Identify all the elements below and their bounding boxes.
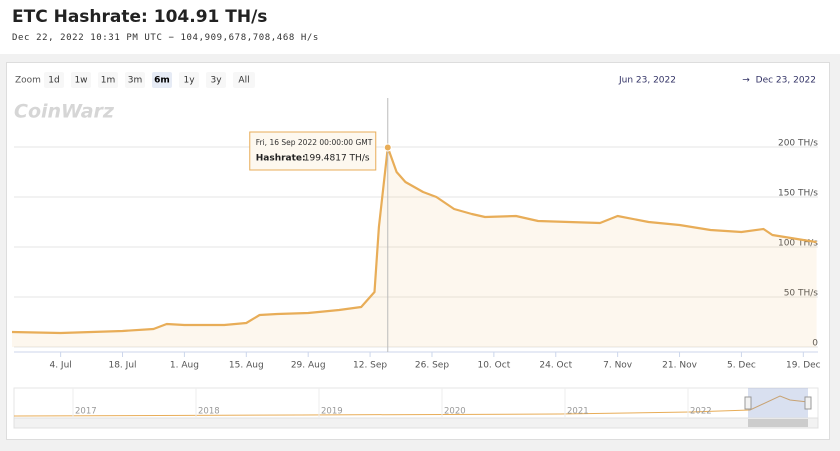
navigator-handle[interactable] [804,396,812,410]
zoom-button-label[interactable]: 6m [154,76,170,86]
zoom-button-label[interactable]: 1d [48,76,59,86]
zoom-button[interactable] [152,72,172,88]
x-tick-label: 1. Aug [170,361,199,371]
zoom-label: Zoom [15,76,41,86]
scrollbar[interactable] [13,417,819,429]
range-from: Jun 23, 2022 [618,76,676,86]
title: ETC Hashrate: 104.91 TH/s [12,7,268,27]
hover-marker [383,143,392,152]
x-tick-label: 15. Aug [229,361,264,371]
x-tick-label: 10. Oct [477,361,510,371]
x-tick-label: 12. Sep [353,361,387,371]
zoom-button[interactable] [98,72,118,88]
x-tick-label: 24. Oct [539,361,572,371]
subtitle: Dec 22, 2022 10:31 PM UTC − 104,909,678,… [12,33,319,43]
zoom-button-label[interactable]: 3y [210,76,222,86]
area-fill [12,147,817,347]
zoom-button-label[interactable]: All [238,76,249,86]
chart-card [6,62,830,440]
zoom-button[interactable] [233,72,255,88]
navigator-handle[interactable] [744,396,752,410]
zoom-button-label[interactable]: 1m [101,76,116,86]
zoom-button[interactable] [179,72,199,88]
x-tick-label: 4. Jul [49,361,71,371]
navigator-line [13,395,809,417]
header: ETC Hashrate: 104.91 TH/s Dec 22, 2022 1… [0,0,840,54]
zoom-button-label[interactable]: 3m [128,76,143,86]
navigator-label: 2018 [198,407,220,417]
y-tick-label: 0 [812,339,818,349]
tooltip-value: 199.4817 TH/s [304,154,370,164]
range-separator: → [742,76,750,86]
navigator-label: 2017 [75,407,97,417]
y-tick-label: 150 TH/s [778,189,818,199]
tooltip-date: Fri, 16 Sep 2022 00:00:00 GMT [256,138,373,147]
watermark: CoinWarz [14,101,115,123]
y-tick-label: 50 TH/s [784,289,819,299]
zoom-button[interactable] [206,72,226,88]
zoom-button[interactable] [44,72,64,88]
x-tick-label: 29. Aug [291,361,326,371]
navigator-label: 2020 [444,407,466,417]
zoom-button-label[interactable]: 1y [183,76,195,86]
navigator-label: 2021 [567,407,589,417]
x-tick-label: 19. Dec [786,361,821,371]
y-tick-label: 100 TH/s [778,239,818,249]
x-tick-label: 21. Nov [662,361,697,371]
y-tick-label: 200 TH/s [778,139,818,149]
line [11,146,817,335]
x-tick-label: 7. Nov [603,361,633,371]
x-tick-label: 26. Sep [415,361,449,371]
x-tick-label: 18. Jul [108,361,136,371]
zoom-button-label[interactable]: 1w [74,76,87,86]
x-tick-label: 5. Dec [727,361,756,371]
zoom-button[interactable] [125,72,145,88]
zoom-button[interactable] [71,72,91,88]
tooltip [249,131,377,171]
range-to: Dec 23, 2022 [756,76,816,86]
tooltip-label: Hashrate: [256,154,306,164]
navigator-label: 2022 [690,407,712,417]
scrollbar-thumb[interactable] [748,419,808,427]
navigator-label: 2019 [321,407,343,417]
navigator-selection[interactable] [748,388,808,418]
